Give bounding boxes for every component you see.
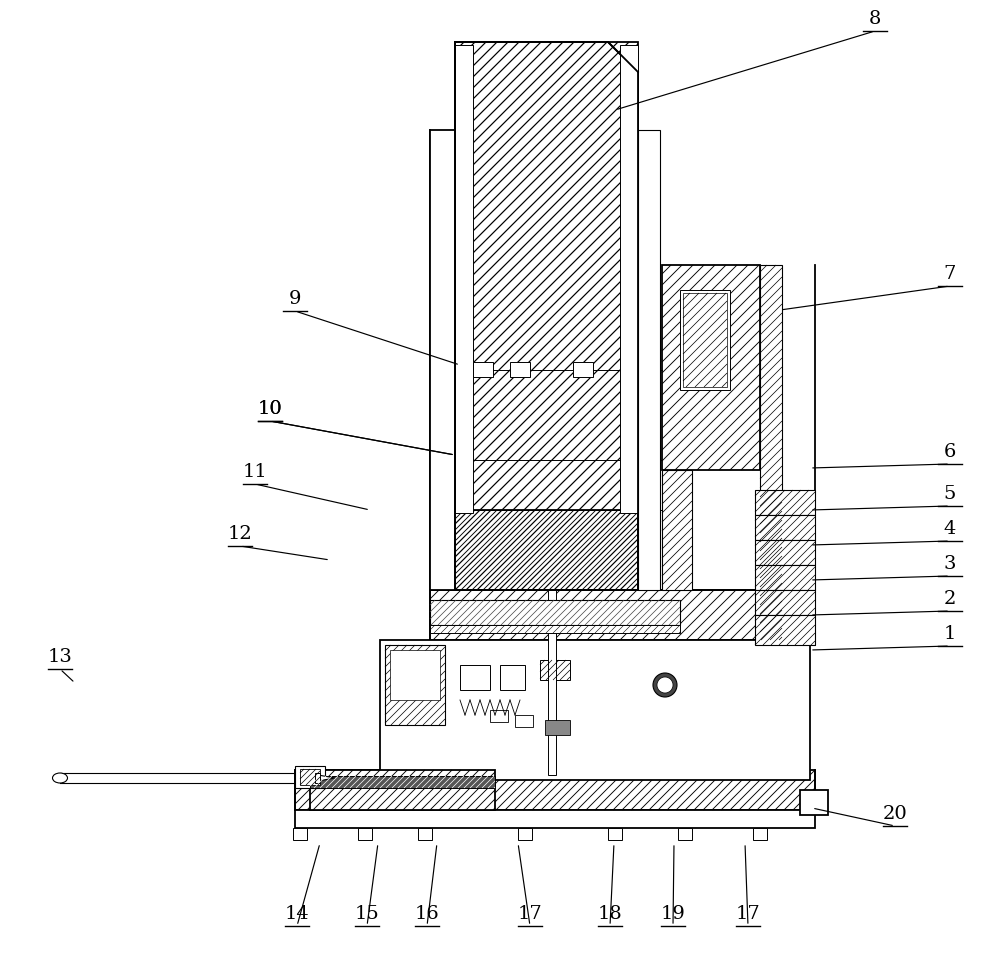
- Polygon shape: [318, 775, 335, 781]
- Text: 10: 10: [258, 400, 282, 418]
- Bar: [760, 265, 782, 640]
- Bar: [310, 776, 495, 788]
- Bar: [755, 615, 815, 645]
- Text: 14: 14: [285, 905, 309, 923]
- Bar: [380, 640, 810, 780]
- Bar: [680, 290, 730, 390]
- Bar: [430, 130, 455, 590]
- Text: 3: 3: [944, 555, 956, 573]
- Text: 19: 19: [661, 905, 685, 923]
- Text: 7: 7: [944, 265, 956, 283]
- Bar: [295, 770, 815, 810]
- Bar: [800, 790, 828, 815]
- Text: 10: 10: [258, 400, 282, 418]
- Bar: [310, 770, 495, 810]
- Bar: [540, 660, 570, 680]
- Text: 18: 18: [598, 905, 622, 923]
- Circle shape: [657, 677, 673, 693]
- Text: 20: 20: [883, 805, 907, 823]
- Bar: [455, 510, 638, 590]
- Bar: [608, 828, 622, 840]
- Bar: [548, 590, 556, 775]
- Text: 1: 1: [944, 625, 956, 643]
- Bar: [295, 766, 325, 788]
- Bar: [293, 828, 307, 840]
- Bar: [390, 650, 440, 700]
- Bar: [755, 490, 815, 515]
- Bar: [510, 362, 530, 377]
- Ellipse shape: [53, 773, 68, 783]
- Text: 9: 9: [289, 290, 301, 308]
- Bar: [358, 828, 372, 840]
- Bar: [300, 769, 320, 785]
- Bar: [515, 715, 533, 727]
- Bar: [500, 665, 525, 690]
- Bar: [430, 600, 680, 625]
- Text: 4: 4: [944, 520, 956, 538]
- Bar: [315, 773, 320, 783]
- Bar: [753, 828, 767, 840]
- Bar: [430, 590, 800, 640]
- Polygon shape: [455, 42, 638, 590]
- Bar: [662, 265, 760, 470]
- Text: 5: 5: [944, 485, 956, 503]
- Text: 12: 12: [228, 525, 252, 543]
- Bar: [430, 625, 680, 633]
- Bar: [755, 540, 815, 565]
- Text: 13: 13: [48, 648, 72, 666]
- Bar: [545, 720, 570, 735]
- Bar: [455, 45, 473, 513]
- Text: 11: 11: [243, 463, 267, 481]
- Bar: [295, 810, 815, 828]
- Circle shape: [653, 673, 677, 697]
- Bar: [638, 130, 660, 590]
- Bar: [573, 362, 593, 377]
- Text: 8: 8: [869, 10, 881, 28]
- Text: 17: 17: [736, 905, 760, 923]
- Bar: [455, 42, 638, 590]
- Bar: [518, 828, 532, 840]
- Bar: [755, 565, 815, 590]
- Text: 16: 16: [415, 905, 439, 923]
- Text: 6: 6: [944, 443, 956, 461]
- Bar: [662, 470, 692, 590]
- Bar: [620, 45, 638, 513]
- Bar: [473, 362, 493, 377]
- Text: 17: 17: [518, 905, 542, 923]
- Bar: [460, 665, 490, 690]
- Bar: [678, 828, 692, 840]
- Bar: [418, 828, 432, 840]
- Bar: [683, 293, 727, 387]
- Bar: [490, 710, 508, 722]
- Text: 15: 15: [355, 905, 379, 923]
- Bar: [755, 515, 815, 540]
- Bar: [385, 645, 445, 725]
- Text: 2: 2: [944, 590, 956, 608]
- Bar: [755, 590, 815, 615]
